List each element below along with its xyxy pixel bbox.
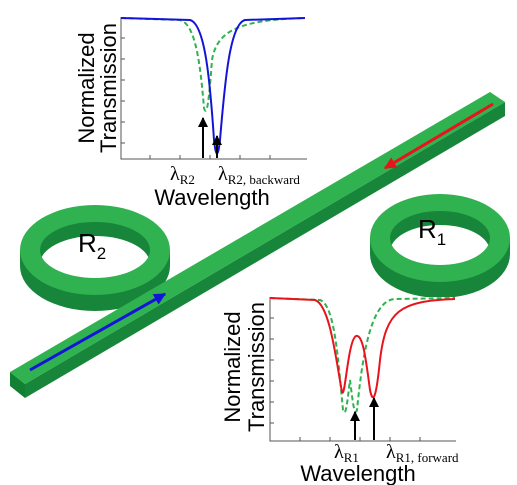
y-label: Transmission	[96, 23, 121, 153]
marker-symbol: λ	[386, 441, 396, 463]
marker-label: λR2, backward	[218, 163, 300, 187]
ring-subscript: 2	[97, 244, 106, 263]
ring-symbol: R	[78, 228, 97, 258]
figure: R2 R1 Normalized Transmission λR2 λR2, b…	[0, 0, 517, 485]
ring-subscript: 1	[437, 230, 446, 249]
y-label: Normalized	[220, 311, 245, 422]
bottom-plot	[270, 297, 456, 441]
y-label: Transmission	[244, 302, 269, 432]
marker-label: λR2	[170, 163, 195, 187]
marker-symbol: λ	[334, 441, 344, 463]
marker-symbol: λ	[218, 163, 228, 185]
ring-symbol: R	[418, 214, 437, 244]
top-plot	[121, 17, 307, 159]
x-label: Wavelength	[154, 185, 269, 210]
marker-symbol: λ	[170, 163, 180, 185]
x-label: Wavelength	[300, 461, 415, 485]
